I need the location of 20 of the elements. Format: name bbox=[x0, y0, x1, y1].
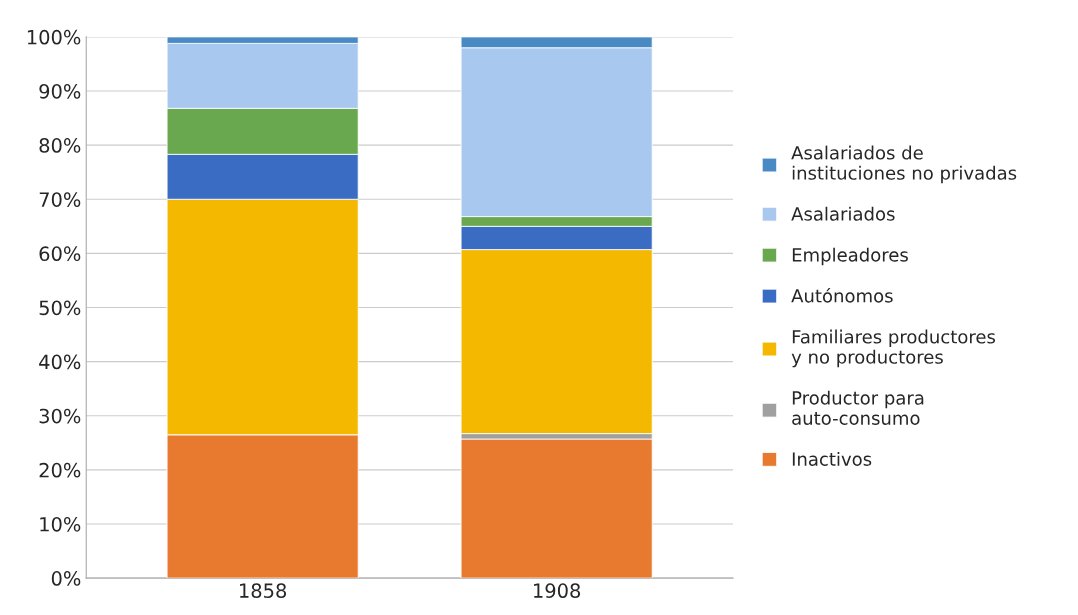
y-tick-label: 0% bbox=[51, 571, 81, 586]
y-tick-label: 20% bbox=[39, 462, 81, 478]
legend-label: Asalariados de instituciones no privadas bbox=[791, 145, 1017, 184]
x-tick-label: 1858 bbox=[240, 583, 287, 599]
x-tick-label: 1908 bbox=[534, 583, 581, 599]
legend-label: Asalariados bbox=[791, 206, 895, 221]
legend-label: Inactivos bbox=[792, 451, 872, 466]
y-tick-label: 30% bbox=[39, 408, 81, 424]
legend-label: Empleadores bbox=[792, 247, 908, 266]
y-tick-label: 50% bbox=[39, 300, 81, 316]
legend-label: Familiares productores y no productores bbox=[791, 329, 996, 368]
y-tick-label: 80% bbox=[39, 138, 81, 153]
y-tick-label: 90% bbox=[39, 83, 81, 99]
legend-label: Productor para auto-consumo bbox=[792, 390, 924, 425]
y-tick-label: 60% bbox=[39, 246, 81, 262]
y-tick-label: 40% bbox=[39, 354, 81, 370]
legend-label: Autónomos bbox=[791, 287, 893, 303]
y-tick-label: 70% bbox=[39, 192, 81, 207]
y-tick-label: 100% bbox=[27, 29, 81, 45]
y-tick-label: 10% bbox=[40, 516, 81, 532]
